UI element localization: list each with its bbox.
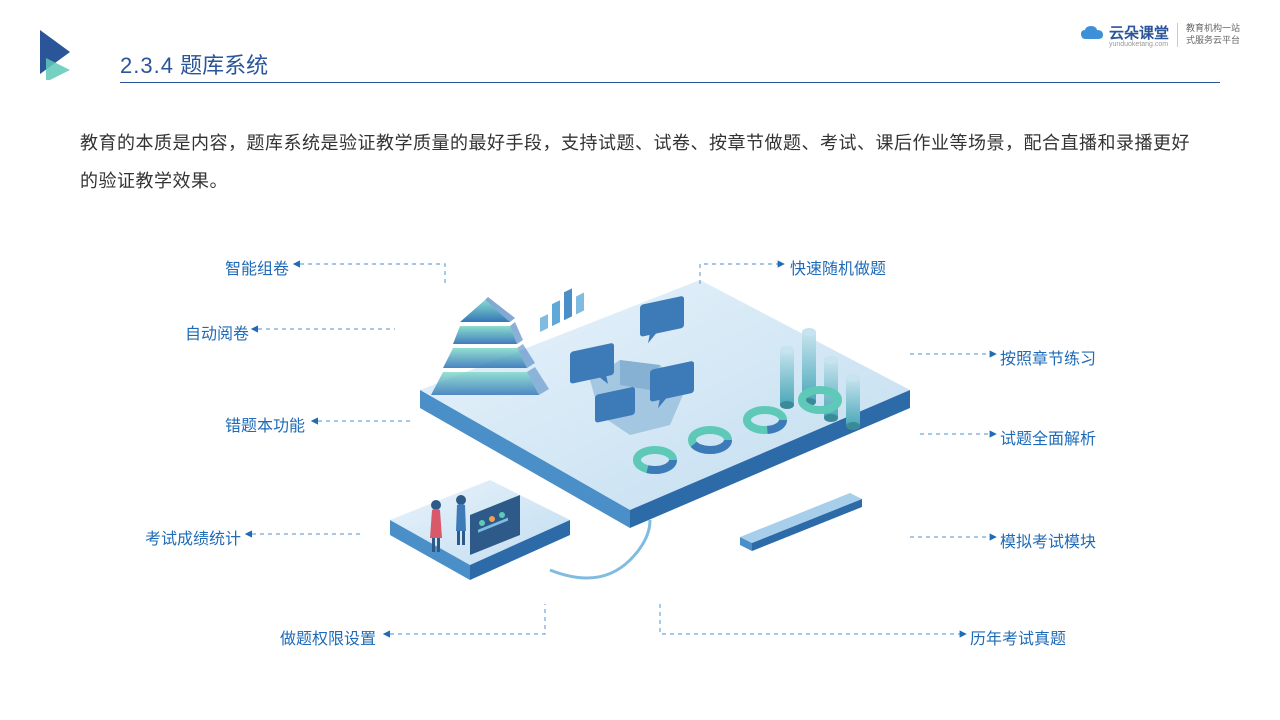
- feature-label-left-2: 错题本功能: [225, 412, 305, 436]
- cloud-icon: [1079, 25, 1105, 45]
- secondary-platform: [390, 480, 570, 580]
- progress-bar: [740, 493, 862, 551]
- logo-tagline: 教育机构一站 式服务云平台: [1177, 23, 1240, 46]
- feature-label-left-1: 自动阅卷: [185, 320, 249, 344]
- feature-label-right-0: 快速随机做题: [790, 255, 886, 279]
- feature-label-right-4: 历年考试真题: [970, 625, 1066, 649]
- logo-area: 云朵课堂 yunduoketang.com 教育机构一站 式服务云平台: [1079, 22, 1240, 48]
- description-text: 教育的本质是内容，题库系统是验证教学质量的最好手段，支持试题、试卷、按章节做题、…: [80, 125, 1200, 201]
- feature-label-right-2: 试题全面解析: [1000, 425, 1096, 449]
- mini-bar-chart: [540, 288, 584, 332]
- logo: 云朵课堂 yunduoketang.com: [1079, 22, 1169, 48]
- pyramid-chart: [431, 297, 549, 395]
- feature-label-left-4: 做题权限设置: [280, 625, 376, 649]
- logo-brand: 云朵课堂: [1109, 22, 1169, 43]
- isometric-illustration: [340, 260, 940, 660]
- feature-label-right-1: 按照章节练习: [1000, 345, 1096, 369]
- feature-label-right-3: 模拟考试模块: [1000, 528, 1096, 552]
- feature-label-left-0: 智能组卷: [225, 255, 289, 279]
- section-title-text: 题库系统: [180, 53, 268, 78]
- section-number: 2.3.4: [120, 53, 174, 78]
- logo-url: yunduoketang.com: [1109, 41, 1169, 48]
- section-title: 2.3.4 题库系统: [120, 48, 268, 80]
- section-bullet-icon: [40, 30, 82, 80]
- feature-label-left-3: 考试成绩统计: [145, 525, 241, 549]
- feature-diagram: 智能组卷自动阅卷错题本功能考试成绩统计做题权限设置 快速随机做题按照章节练习试题…: [0, 240, 1280, 680]
- title-underline: [120, 82, 1220, 83]
